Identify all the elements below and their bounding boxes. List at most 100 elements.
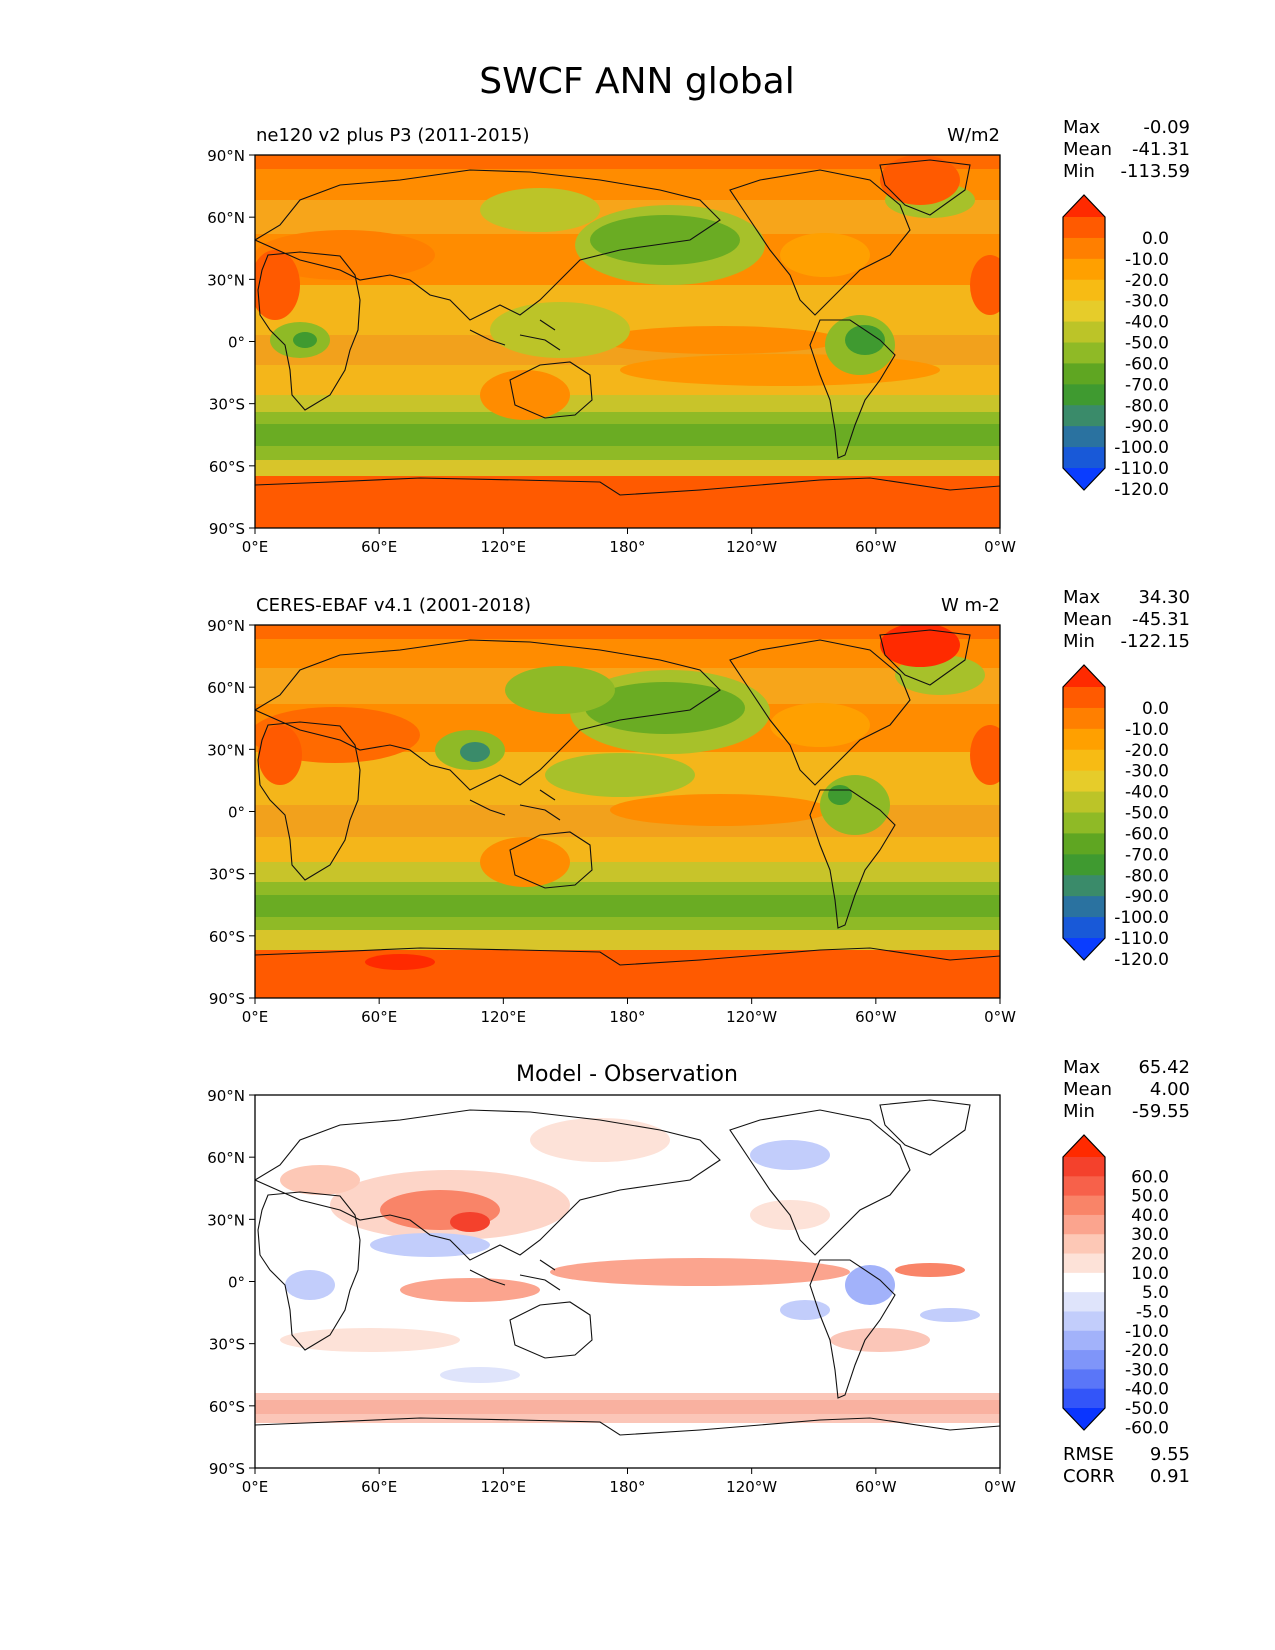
colorbar-tick-label: -50.0 (1125, 1399, 1169, 1419)
panel-units: W/m2 (947, 125, 1000, 146)
north-america-coast (729, 169, 911, 316)
colorbar-segment (1063, 687, 1105, 709)
colorbar: 0.0-10.0-20.0-30.0-40.0-50.0-60.0-70.0-8… (1062, 664, 1169, 970)
lat-tick-label: 0° (228, 334, 245, 352)
colorbar-extend-max (1063, 665, 1105, 687)
colorbar-segment (1063, 728, 1105, 751)
lon-tick-label: 60°W (855, 1008, 897, 1026)
africa-coast (257, 251, 361, 411)
lon-tick-label: 0°E (242, 1008, 269, 1026)
colorbar-segment (1063, 1176, 1105, 1197)
stat-value: -45.31 (1132, 609, 1190, 630)
colorbar-segment (1063, 1311, 1105, 1332)
maritime-islands (469, 1259, 561, 1291)
colorbar-tick-label: -30.0 (1125, 292, 1169, 312)
colorbar-tick-label: -90.0 (1125, 417, 1169, 437)
axes-layer: 90°N60°N30°N0°30°S60°S90°S0°E 60°E 120°E 18… (207, 147, 1016, 1496)
lon-tick-label: 120°W (726, 1478, 777, 1496)
north-america-coast (729, 639, 911, 786)
colorbar-tick-label: -60.0 (1125, 824, 1169, 844)
colorbar-segment (1063, 258, 1105, 281)
colorbar-tick-label: -40.0 (1125, 1380, 1169, 1400)
colorbar-segment (1063, 321, 1105, 343)
australia-coast (509, 1301, 593, 1359)
stat-label: Min (1063, 161, 1095, 182)
lon-tick-label: 0°E (242, 538, 269, 556)
colorbar-segment (1063, 1350, 1105, 1370)
south-america-coast (809, 789, 896, 929)
africa-coast (257, 721, 361, 881)
colorbar-tick-label: -40.0 (1125, 313, 1169, 333)
colorbar-segment (1063, 1388, 1105, 1409)
coastlines (255, 159, 1000, 496)
colorbar-segment (1063, 237, 1105, 260)
antarctica-coast (255, 477, 1000, 496)
greenland-coast (879, 629, 971, 686)
colorbar-tick-label: 50.0 (1131, 1187, 1169, 1207)
colorbar-tick-label: -20.0 (1125, 741, 1169, 761)
colorbar-segment (1063, 217, 1105, 239)
colorbar: 0.0-10.0-20.0-30.0-40.0-50.0-60.0-70.0-8… (1062, 194, 1169, 500)
eurasia-coast (255, 1109, 721, 1261)
colorbar-segment (1063, 749, 1105, 772)
lat-tick-label: 30°S (209, 396, 245, 414)
stat-value: 9.55 (1150, 1444, 1190, 1465)
colorbar-extend-min (1063, 1408, 1105, 1430)
australia-coast (509, 831, 593, 889)
colorbar-tick-label: -120.0 (1114, 480, 1169, 500)
panel-difference: Model - Observation (254, 1062, 1001, 1469)
colorbar-tick-label: -10.0 (1125, 250, 1169, 270)
panel-center-title: Model - Observation (516, 1062, 738, 1087)
colorbar-extend-max (1063, 195, 1105, 217)
south-america-coast (809, 319, 896, 459)
stat-label: Mean (1063, 139, 1112, 160)
maritime-islands (469, 319, 561, 351)
lon-tick-label: 0°E (242, 1478, 269, 1496)
greenland-coast (879, 159, 971, 216)
lon-tick-label: 0°W (984, 1008, 1016, 1026)
stat-value: -122.15 (1121, 631, 1190, 652)
lat-tick-label: 30°S (209, 1336, 245, 1354)
colorbar-tick-label: -40.0 (1125, 783, 1169, 803)
lon-tick-label: 120°E (481, 1008, 527, 1026)
colorbar-extend-max (1063, 1135, 1105, 1157)
figure-title: SWCF ANN global (479, 61, 794, 102)
colorbar-tick-label: 0.0 (1142, 699, 1169, 719)
stat-value: 0.91 (1150, 1466, 1190, 1487)
colorbar-segment (1063, 1272, 1105, 1293)
colorbar-segment (1063, 1369, 1105, 1390)
stat-value: -113.59 (1121, 161, 1190, 182)
colorbar-segment (1063, 875, 1105, 897)
colorbar-tick-label: -20.0 (1125, 1341, 1169, 1361)
map-field (255, 155, 1000, 528)
colorbar-segment (1063, 1234, 1105, 1255)
colorbar-tick-label: -110.0 (1114, 459, 1169, 479)
panel-reference: CERES-EBAF v4.1 (2001-2018) W m-2 (254, 595, 1001, 999)
colorbar-segment (1063, 1253, 1105, 1274)
lat-tick-label: 90°N (207, 1087, 245, 1105)
colorbar-segment (1063, 1292, 1105, 1312)
lat-tick-label: 90°S (209, 1460, 245, 1478)
colorbar-segment (1063, 279, 1105, 302)
colorbar-segment (1063, 1157, 1105, 1177)
colorbar-tick-label: 40.0 (1131, 1206, 1169, 1226)
stat-label: Mean (1063, 609, 1112, 630)
colorbar-layer: 0.0-10.0-20.0-30.0-40.0-50.0-60.0-70.0-8… (1062, 194, 1169, 1438)
lat-tick-label: 60°S (209, 1398, 245, 1416)
colorbar-segment (1063, 791, 1105, 813)
south-america-coast (809, 1259, 896, 1399)
map-field (255, 1095, 1000, 1468)
lon-tick-label: 120°E (481, 1478, 527, 1496)
maritime-islands (469, 789, 561, 821)
stat-value: 65.42 (1138, 1057, 1190, 1078)
lat-tick-label: 30°N (207, 741, 245, 759)
lon-tick-label: 60°E (361, 538, 397, 556)
africa-coast (257, 1191, 361, 1351)
lat-tick-label: 30°N (207, 1211, 245, 1229)
lon-tick-label: 60°W (855, 538, 897, 556)
colorbar-segment (1063, 812, 1105, 834)
colorbar-tick-label: -10.0 (1125, 720, 1169, 740)
colorbar-segment (1063, 300, 1105, 323)
stat-label: Mean (1063, 1079, 1112, 1100)
